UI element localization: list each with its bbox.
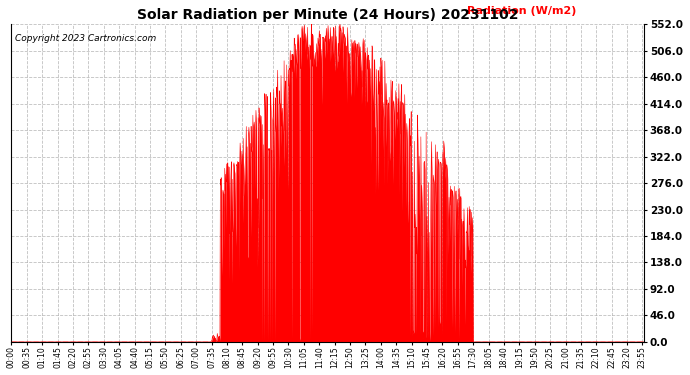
Title: Solar Radiation per Minute (24 Hours) 20231102: Solar Radiation per Minute (24 Hours) 20… xyxy=(137,8,519,22)
Text: Copyright 2023 Cartronics.com: Copyright 2023 Cartronics.com xyxy=(14,34,156,43)
Text: Radiation (W/m2): Radiation (W/m2) xyxy=(467,6,576,16)
